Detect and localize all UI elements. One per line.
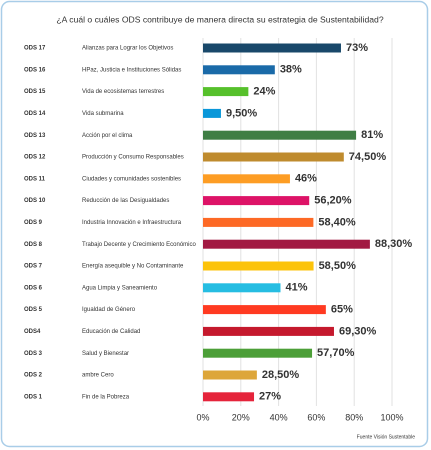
bar <box>203 87 249 97</box>
value-label: 56,20% <box>314 195 352 207</box>
value-label: 46% <box>295 173 317 185</box>
y-tick-label: Educación de Calidad <box>82 329 140 335</box>
y-tick-label: Producción y Consumo Responsables <box>82 155 184 161</box>
x-tick-label: 40% <box>270 412 288 422</box>
ods-code: ODS 2 <box>24 373 43 379</box>
ods-code: ODS 16 <box>24 67 46 73</box>
ods-code: ODS 6 <box>24 285 43 291</box>
y-tick-label: ambre Cero <box>82 373 114 379</box>
ods-code: ODS 5 <box>24 307 43 313</box>
bar <box>203 65 275 75</box>
y-tick-label: Energía asequible y No Contaminante <box>82 264 184 270</box>
ods-code: ODS 7 <box>24 264 43 270</box>
value-label: 9,50% <box>226 107 257 119</box>
ods-code: ODS4 <box>24 329 41 335</box>
ods-code: ODS 8 <box>24 242 43 248</box>
y-tick-label: Ciudades y comunidades sostenibles <box>82 176 181 182</box>
value-label: 24% <box>253 86 275 98</box>
bar <box>203 326 334 336</box>
y-tick-label: Salud y Bienestar <box>82 351 129 357</box>
y-tick-label: Acción por el clima <box>82 133 133 139</box>
bar <box>203 239 370 249</box>
y-tick-label: HPaz, Justicia e Instituciones Sólidas <box>82 67 181 73</box>
bar <box>203 261 314 271</box>
y-tick-label: Agua Limpia y Saneamiento <box>82 285 158 291</box>
y-tick-label: Igualdad de Género <box>82 307 136 313</box>
ods-code: ODS 10 <box>24 198 46 204</box>
bar <box>203 392 255 402</box>
y-tick-label: Vida de ecosistemas terrestres <box>82 89 164 95</box>
bar <box>203 370 257 380</box>
y-tick-label: Vida submarina <box>82 111 124 117</box>
ods-code: ODS 14 <box>24 111 46 117</box>
x-tick-label: 80% <box>345 412 363 422</box>
value-label: 27% <box>259 391 281 403</box>
value-label: 81% <box>361 129 383 141</box>
ods-code: ODS 3 <box>24 351 43 357</box>
bar <box>203 217 314 227</box>
y-tick-label: Alianzas para Lograr los Objetivos <box>82 46 173 52</box>
ods-code: ODS 13 <box>24 133 46 139</box>
value-label: 41% <box>285 282 307 294</box>
value-label: 58,50% <box>319 260 357 272</box>
value-label: 88,30% <box>375 238 413 250</box>
y-tick-label: Fin de la Pobreza <box>82 394 130 400</box>
bar <box>203 108 221 118</box>
bar <box>203 130 357 140</box>
y-tick-label: Trabajo Decente y Crecimiento Económico <box>82 242 196 248</box>
value-label: 28,50% <box>262 369 300 381</box>
x-tick-label: 100% <box>380 412 403 422</box>
ods-code: ODS 1 <box>24 394 43 400</box>
x-tick-label: 60% <box>307 412 325 422</box>
bar <box>203 43 341 53</box>
bar <box>203 283 281 293</box>
bar <box>203 305 326 315</box>
value-label: 69,30% <box>339 325 377 337</box>
ods-code: ODS 15 <box>24 89 46 95</box>
x-tick-label: 0% <box>196 412 209 422</box>
value-label: 65% <box>331 304 353 316</box>
value-label: 38% <box>280 64 302 76</box>
bar <box>203 174 290 184</box>
value-label: 74,50% <box>349 151 387 163</box>
ods-code: ODS 11 <box>24 176 46 182</box>
x-tick-label: 20% <box>232 412 250 422</box>
y-tick-label: Reducción de las Desigualdades <box>82 198 169 204</box>
ods-code: ODS 17 <box>24 46 46 52</box>
bar <box>203 196 310 206</box>
bar <box>203 348 313 358</box>
value-label: 57,70% <box>317 347 355 359</box>
value-label: 73% <box>346 42 368 54</box>
y-tick-label: Industria Innovación e Infraestructura <box>82 220 182 226</box>
source: Fuente Visión Sustentable <box>357 434 416 440</box>
chart-title: ¿A cuál o cuáles ODS contribuye de maner… <box>56 14 383 24</box>
ods-code: ODS 9 <box>24 220 43 226</box>
value-label: 58,40% <box>318 216 356 228</box>
ods-code: ODS 12 <box>24 155 46 161</box>
bar <box>203 152 344 162</box>
